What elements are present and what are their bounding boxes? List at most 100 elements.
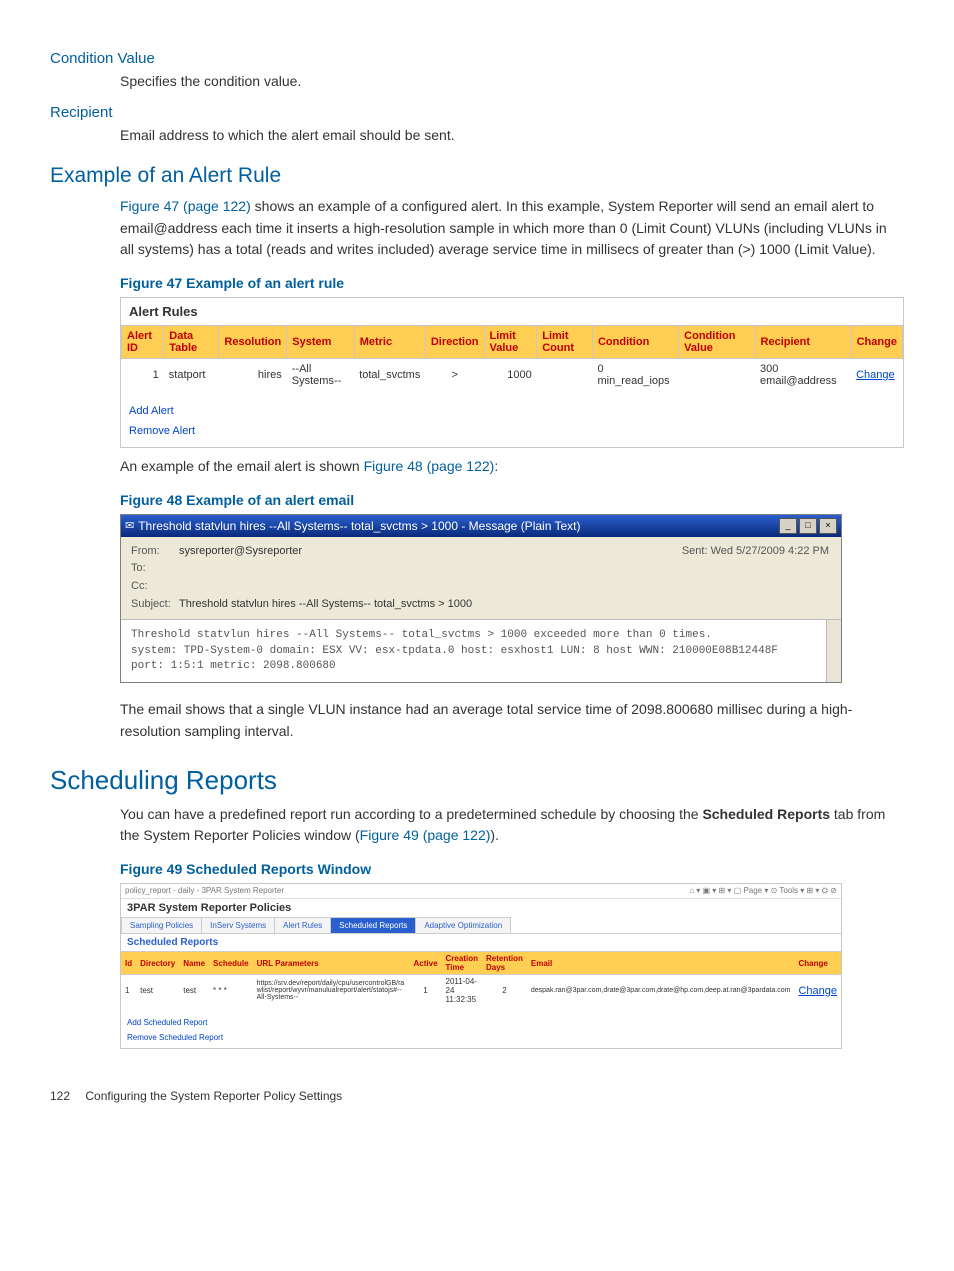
tab-alert-rules[interactable]: Alert Rules — [274, 917, 331, 933]
sth-id: Id — [121, 952, 136, 975]
scheduled-reports-window: policy_report - daily - 3PAR System Repo… — [120, 883, 842, 1049]
th-condition: Condition — [592, 326, 678, 359]
breadcrumb: policy_report - daily - 3PAR System Repo… — [125, 886, 284, 896]
tab-scheduled-reports[interactable]: Scheduled Reports — [330, 917, 416, 933]
sth-url: URL Parameters — [253, 952, 410, 975]
email-body-l3: port: 1:5:1 metric: 2098.800680 — [131, 659, 831, 674]
figure47-link[interactable]: Figure 47 (page 122) — [120, 198, 251, 214]
scell-name: test — [179, 975, 209, 1007]
th-alert-id: Alert ID — [122, 326, 164, 359]
recipient-text: Email address to which the alert email s… — [120, 125, 904, 146]
th-recipient: Recipient — [755, 326, 851, 359]
sth-sched: Schedule — [209, 952, 253, 975]
sched-post: ). — [490, 827, 499, 843]
sth-dir: Directory — [136, 952, 179, 975]
policy-tabs: Sampling Policies InServ Systems Alert R… — [121, 917, 841, 934]
figure47-caption: Figure 47 Example of an alert rule — [120, 275, 904, 291]
add-alert-link[interactable]: Add Alert — [129, 405, 895, 417]
browser-chrome: policy_report - daily - 3PAR System Repo… — [121, 884, 841, 899]
alert-rules-table: Alert ID Data Table Resolution System Me… — [121, 325, 903, 391]
email-intro-post: : — [494, 458, 498, 474]
sched-change-link[interactable]: Change — [798, 985, 837, 997]
email-window: ✉ Threshold statvlun hires --All Systems… — [120, 514, 842, 684]
th-system: System — [287, 326, 354, 359]
scell-id: 1 — [121, 975, 136, 1007]
change-link[interactable]: Change — [856, 369, 895, 381]
cell-alert-id: 1 — [122, 359, 164, 392]
sth-name: Name — [179, 952, 209, 975]
cell-change: Change — [851, 359, 902, 392]
figure49-caption: Figure 49 Scheduled Reports Window — [120, 861, 904, 877]
cell-system: --All Systems-- — [287, 359, 354, 392]
email-title: Threshold statvlun hires --All Systems--… — [134, 519, 779, 533]
th-resolution: Resolution — [219, 326, 287, 359]
alert-actions: Add Alert Remove Alert — [121, 391, 903, 447]
figure48-caption: Figure 48 Example of an alert email — [120, 492, 904, 508]
condition-value-heading: Condition Value — [50, 50, 904, 67]
cell-recipient: 300 email@address — [755, 359, 851, 392]
alert-rules-table-wrap: Alert Rules Alert ID Data Table Resoluti… — [120, 297, 904, 448]
alert-rules-title: Alert Rules — [121, 298, 903, 325]
scell-sched: * * * — [209, 975, 253, 1007]
sth-active: Active — [410, 952, 442, 975]
cell-limit-count — [537, 359, 593, 392]
page-footer: 122 Configuring the System Reporter Poli… — [50, 1089, 904, 1103]
from-value: sysreporter@Sysreporter — [179, 545, 302, 557]
footer-title: Configuring the System Reporter Policy S… — [85, 1089, 342, 1103]
cell-data-table: statport — [164, 359, 219, 392]
sent-value: Wed 5/27/2009 4:22 PM — [711, 545, 829, 557]
scheduling-heading: Scheduling Reports — [50, 765, 904, 796]
email-body-l1: Threshold statvlun hires --All Systems--… — [131, 628, 831, 643]
subject-label: Subject: — [131, 596, 179, 614]
figure49-link[interactable]: Figure 49 (page 122) — [360, 827, 491, 843]
from-label: From: — [131, 543, 179, 561]
example-heading: Example of an Alert Rule — [50, 164, 904, 188]
cell-metric: total_svctms — [354, 359, 425, 392]
scell-creation: 2011-04-24 11:32:35 — [442, 975, 482, 1007]
sth-retention: Retention Days — [482, 952, 527, 975]
th-change: Change — [851, 326, 902, 359]
th-direction: Direction — [425, 326, 484, 359]
add-scheduled-report-link[interactable]: Add Scheduled Report — [127, 1018, 835, 1027]
after-email-para: The email shows that a single VLUN insta… — [120, 699, 904, 742]
th-limit-count: Limit Count — [537, 326, 593, 359]
minimize-icon[interactable]: _ — [779, 518, 797, 534]
tab-adaptive[interactable]: Adaptive Optimization — [415, 917, 511, 933]
scell-dir: test — [136, 975, 179, 1007]
scheduled-reports-table: Id Directory Name Schedule URL Parameter… — [121, 951, 841, 1006]
cell-limit-value: 1000 — [484, 359, 537, 392]
th-condition-value: Condition Value — [679, 326, 755, 359]
table-row: 1 test test * * * https://srv.dev/report… — [121, 975, 841, 1007]
subject-value: Threshold statvlun hires --All Systems--… — [179, 598, 472, 610]
table-row: 1 statport hires --All Systems-- total_s… — [122, 359, 903, 392]
tab-inserv[interactable]: InServ Systems — [201, 917, 275, 933]
scell-change: Change — [794, 975, 841, 1007]
email-header: Sent: Wed 5/27/2009 4:22 PM From:sysrepo… — [121, 537, 841, 619]
scrollbar[interactable] — [826, 620, 841, 682]
email-body-l2: system: TPD-System-0 domain: ESX VV: esx… — [131, 644, 831, 659]
browser-tools[interactable]: ⌂ ▾ ▣ ▾ ⊞ ▾ ▢ Page ▾ ⊙ Tools ▾ ⊞ ▾ ⛭ ⊘ — [689, 886, 837, 896]
th-data-table: Data Table — [164, 326, 219, 359]
email-intro-para: An example of the email alert is shown F… — [120, 456, 904, 478]
sth-email: Email — [527, 952, 795, 975]
cell-resolution: hires — [219, 359, 287, 392]
to-label: To: — [131, 560, 179, 578]
figure48-link[interactable]: Figure 48 (page 122) — [364, 458, 495, 474]
email-titlebar: ✉ Threshold statvlun hires --All Systems… — [121, 515, 841, 537]
page-number: 122 — [50, 1089, 70, 1103]
sched-pre: You can have a predefined report run acc… — [120, 806, 702, 822]
scheduled-reports-subtitle: Scheduled Reports — [121, 934, 841, 951]
close-icon[interactable]: × — [819, 518, 837, 534]
scheduling-para: You can have a predefined report run acc… — [120, 804, 904, 847]
sth-change: Change — [794, 952, 841, 975]
th-metric: Metric — [354, 326, 425, 359]
cc-label: Cc: — [131, 578, 179, 596]
remove-scheduled-report-link[interactable]: Remove Scheduled Report — [127, 1033, 835, 1042]
maximize-icon[interactable]: □ — [799, 518, 817, 534]
mail-icon: ✉ — [125, 519, 134, 532]
cell-condition-value — [679, 359, 755, 392]
remove-alert-link[interactable]: Remove Alert — [129, 425, 895, 437]
sth-creation: Creation Time — [442, 952, 482, 975]
scell-email: despak.ran@3par.com,drate@3par.com,drate… — [527, 975, 795, 1007]
tab-sampling[interactable]: Sampling Policies — [121, 917, 202, 933]
